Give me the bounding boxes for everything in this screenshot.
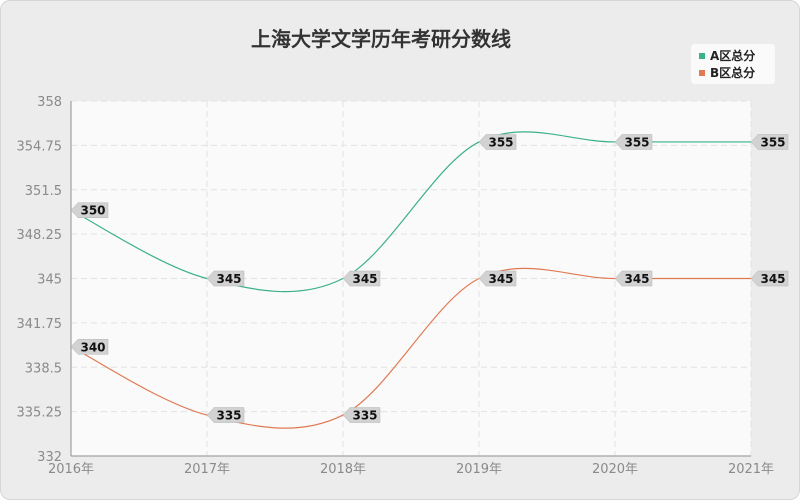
data-label-b: 340 (70, 339, 109, 355)
data-label-text: 355 (760, 135, 785, 149)
data-label-text: 355 (488, 135, 513, 149)
data-label-box (614, 134, 653, 150)
data-label-box (750, 134, 789, 150)
y-tick-label: 341.75 (17, 317, 63, 332)
data-label-text: 350 (80, 204, 105, 218)
data-label-box (206, 270, 245, 287)
y-tick-label: 345 (37, 273, 62, 288)
data-label-text: 345 (352, 272, 377, 286)
legend-swatch-b (699, 70, 705, 76)
y-tick-label: 332 (37, 450, 62, 465)
data-label-box (342, 270, 381, 287)
chart-title: 上海大学文学历年考研分数线 (251, 27, 511, 51)
data-label-a: 355 (750, 134, 789, 150)
data-label-a: 350 (70, 202, 109, 218)
data-label-text: 345 (216, 272, 241, 286)
y-tick-label: 351.5 (25, 184, 62, 199)
x-tick-label: 2019年 (456, 462, 502, 477)
legend-item-a[interactable]: A区总分 (699, 48, 755, 64)
data-label-b: 335 (206, 407, 245, 423)
data-label-box (478, 134, 517, 150)
data-label-text: 340 (80, 340, 105, 354)
x-tick-label: 2016年 (48, 462, 94, 477)
data-label-b: 345 (478, 270, 517, 287)
data-label-a: 355 (478, 134, 517, 150)
x-tick-label: 2018年 (320, 462, 366, 477)
data-label-box (750, 270, 789, 287)
y-tick-label: 348.25 (17, 228, 63, 243)
chart-legend: A区总分 B区总分 (691, 44, 775, 84)
data-label-box (70, 202, 109, 218)
data-label-a: 355 (614, 134, 653, 150)
data-label-box (206, 407, 245, 423)
legend-label-b: B区总分 (710, 66, 756, 80)
data-label-b: 345 (614, 270, 653, 287)
data-label-box (614, 270, 653, 287)
data-label-text: 345 (624, 272, 649, 286)
data-label-text: 345 (760, 272, 785, 286)
data-label-box (70, 339, 109, 355)
y-tick-label: 358 (37, 95, 62, 110)
data-label-text: 335 (216, 409, 241, 423)
x-tick-label: 2017年 (184, 462, 230, 477)
data-label-text: 355 (624, 135, 649, 149)
x-tick-label: 2020年 (592, 462, 638, 477)
legend-label-a: A区总分 (710, 49, 756, 63)
data-label-box (342, 407, 381, 423)
legend-item-b[interactable]: B区总分 (699, 65, 755, 81)
data-label-text: 335 (352, 409, 377, 423)
data-label-a: 345 (206, 270, 245, 287)
data-label-b: 335 (342, 407, 381, 423)
y-tick-label: 338.5 (25, 361, 62, 376)
data-label-text: 345 (488, 272, 513, 286)
y-tick-label: 335.25 (17, 406, 63, 421)
x-tick-label: 2021年 (728, 462, 774, 477)
data-label-b: 345 (750, 270, 789, 287)
y-tick-label: 354.75 (17, 139, 63, 154)
data-label-box (478, 270, 517, 287)
data-label-a: 345 (342, 270, 381, 287)
legend-swatch-a (699, 53, 705, 59)
